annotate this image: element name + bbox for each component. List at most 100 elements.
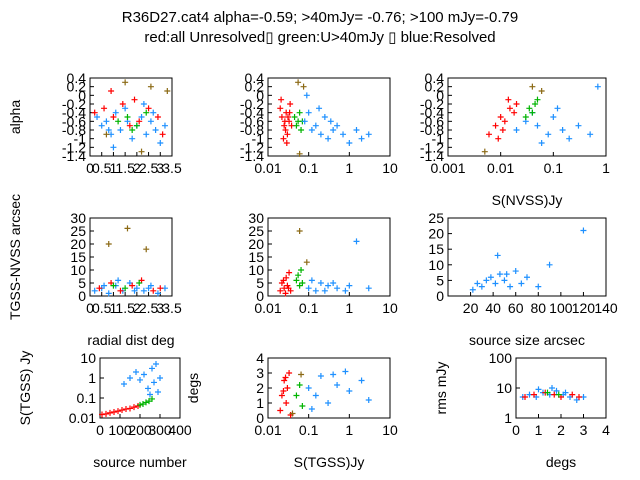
data-point [295,272,302,279]
data-point [122,105,129,112]
data-point [555,391,562,398]
x-tick-label: 4 [602,422,610,438]
x-tick-label: 0.1 [299,300,319,316]
y-tick-label: -0.8 [240,122,264,138]
data-point [278,96,285,103]
data-point [492,280,499,287]
y-axis-label: TGSS-NVSS arcsec [7,194,23,320]
data-point [145,285,152,292]
data-point [308,127,315,133]
data-point [138,114,145,120]
data-point [532,101,539,107]
x-axis-label: source number [93,454,187,470]
x-tick-label: 3.5 [162,300,182,316]
data-point [140,101,147,107]
data-point [531,391,537,398]
data-point [110,114,117,120]
x-tick-label: 2 [133,160,141,176]
data-point [152,127,159,133]
y-tick-label: -0.6 [420,113,444,129]
x-tick-label: 1 [535,422,543,438]
data-point [325,400,332,406]
data-point [157,375,163,381]
data-point [566,135,573,142]
y-tick-label: 1 [256,395,264,411]
data-point [321,287,328,294]
data-point [330,371,337,378]
data-point [325,135,332,142]
data-point [522,114,529,120]
data-point [469,286,476,293]
data-point [157,140,164,146]
x-tick-label: 1 [110,300,118,316]
data-point [545,131,552,138]
data-point [277,407,284,414]
y-tick-label: -0.4 [62,105,86,121]
x-tick-label: 200 [128,422,152,438]
y-tick-label: -1.2 [240,139,264,155]
y-tick-label: 0.4 [67,70,87,86]
data-point [325,282,332,289]
data-point [513,101,520,107]
y-tick-label: 3 [256,365,264,381]
x-tick-label: 120 [572,300,596,316]
y-tick-label: -1.4 [240,148,264,164]
data-point [96,285,103,292]
y-tick-label: -0.8 [62,122,86,138]
x-tick-label: 100 [108,422,132,438]
x-tick-label: 140 [594,300,618,316]
y-tick-label: 1 [88,370,96,386]
x-tick-label: 40 [485,300,501,316]
y-tick-label: 0 [78,288,86,304]
chart-title-line1: R36D27.cat4 alpha=-0.59; >40mJy= -0.76; … [122,9,519,26]
data-point [301,118,308,125]
data-point [105,290,112,297]
y-tick-label: 25 [70,223,86,239]
data-point [554,105,561,112]
x-tick-label: 1 [345,300,353,316]
x-tick-label: 10 [382,160,398,176]
data-point [103,131,110,138]
y-tick-label: -1 [74,131,87,147]
data-point [105,127,112,133]
y-tick-label: 0.01 [69,410,96,426]
data-point [137,401,143,408]
data-point [518,280,525,287]
data-point [291,114,298,120]
data-point [283,140,290,146]
plot-frame [267,77,391,157]
data-point [131,404,137,411]
data-point [127,405,133,412]
data-point [287,101,294,107]
data-point [282,127,289,133]
data-point [546,261,553,268]
y-tick-label: -1.4 [420,148,444,164]
x-tick-label: 1 [345,422,353,438]
y-tick-label: 0 [436,288,444,304]
data-point [121,381,127,388]
y-axis-label: alpha [7,100,23,134]
y-tick-label: -1 [252,131,265,147]
data-point [535,386,542,393]
data-point [303,92,310,99]
x-tick-label: 60 [508,300,524,316]
data-point [145,385,151,392]
x-tick-label: 3 [156,300,164,316]
data-point [101,105,108,112]
data-point [164,88,171,94]
data-point [137,376,143,383]
plot-frame [89,217,173,297]
data-point [529,109,536,116]
y-tick-label: 0 [256,410,264,426]
data-point [281,118,288,125]
data-point [298,127,305,133]
data-point [286,370,293,376]
y-tick-label: 4 [256,350,264,366]
data-point [103,118,110,125]
data-point [289,410,296,417]
x-tick-label: 1 [602,160,610,176]
data-point [524,274,530,281]
data-point [346,282,353,289]
data-point [496,271,503,278]
